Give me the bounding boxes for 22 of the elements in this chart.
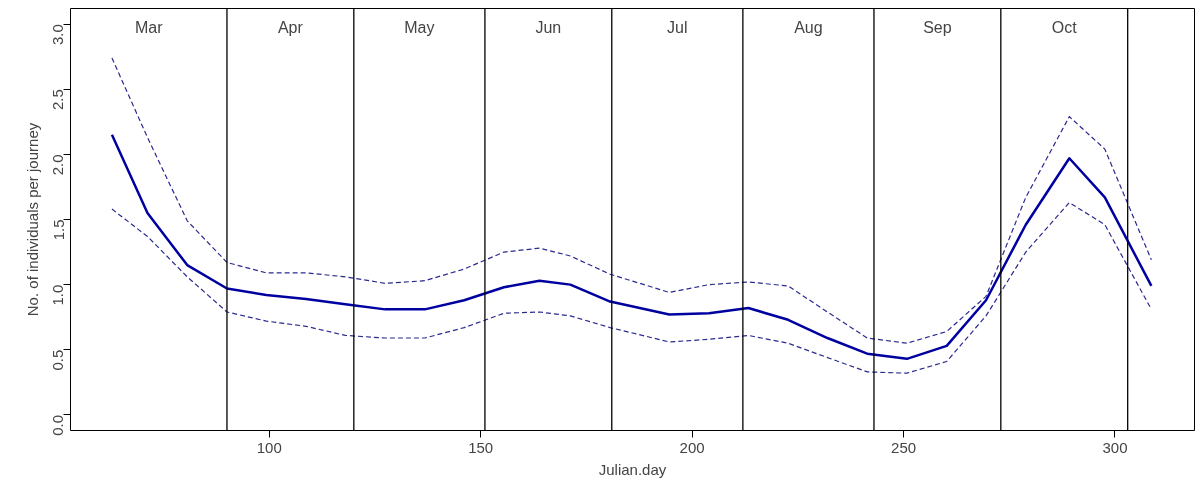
- x-tick-label: 100: [256, 438, 282, 456]
- annotation: Apr: [277, 18, 304, 36]
- y-tick-label: 2.5: [49, 89, 67, 111]
- annotation: Aug: [794, 18, 823, 36]
- annotation: Jul: [667, 18, 688, 36]
- x-tick-label: 300: [1102, 438, 1128, 456]
- x-tick-label: 150: [468, 438, 494, 456]
- x-tick-label: 200: [679, 438, 705, 456]
- y-tick-label: 0.5: [49, 349, 67, 371]
- x-tick-label: 250: [891, 438, 917, 456]
- annotation: Oct: [1051, 18, 1078, 36]
- y-tick-label: 1.5: [49, 219, 67, 241]
- annotation: Mar: [134, 18, 164, 36]
- y-axis-title: No. of individuals per journey: [23, 122, 41, 317]
- x-axis-title: Julian.day: [598, 460, 667, 478]
- y-tick-label: 2.0: [49, 154, 67, 176]
- annotation: Jun: [535, 18, 562, 36]
- annotation: May: [404, 18, 435, 36]
- annotation: Sep: [923, 18, 952, 36]
- y-tick-label: 0.0: [49, 414, 67, 436]
- y-tick-label: 1.0: [49, 284, 67, 306]
- y-tick-label: 3.0: [49, 24, 67, 45]
